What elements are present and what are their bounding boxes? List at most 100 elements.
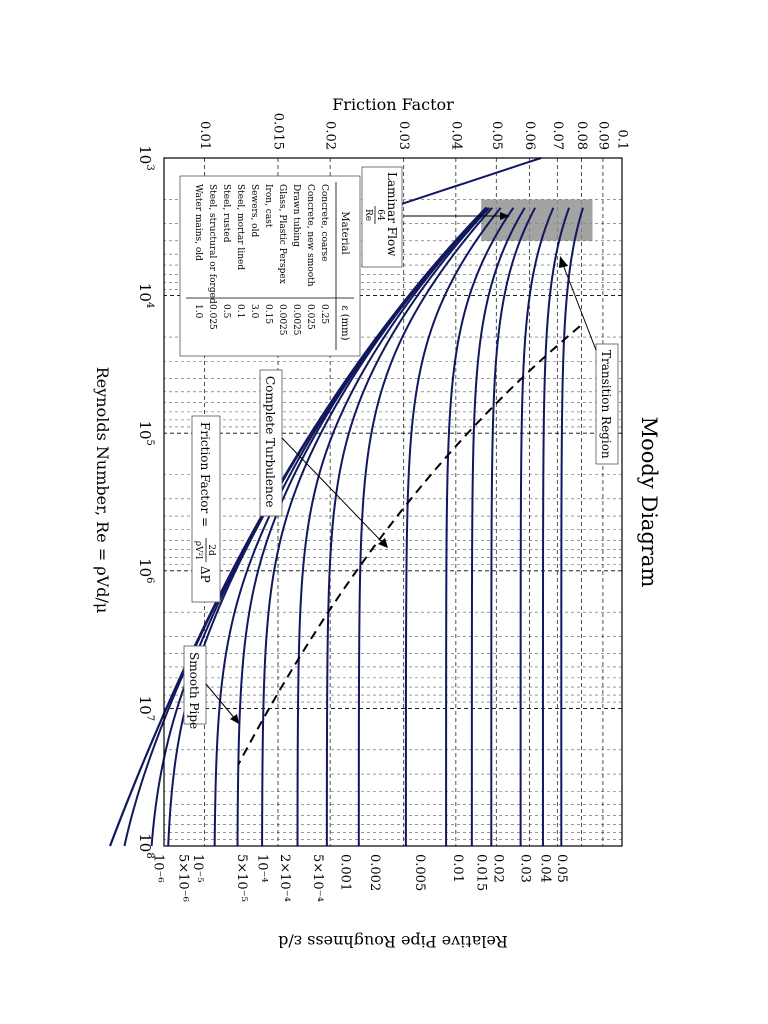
table-epsilon-cell: 0.0025 (291, 304, 301, 336)
laminar-arrow-head (500, 212, 510, 220)
roughness-tick-label: 0.04 (538, 854, 553, 883)
table-epsilon-cell: 0.1 (235, 304, 245, 318)
y-tick-labels: 0.01 0.015 0.02 0.03 0.04 0.05 0.06 0.07 0.08 0.0… (197, 113, 630, 150)
complete-turbulence-box (259, 369, 283, 517)
grid-minor (164, 199, 622, 841)
roughness-curve (404, 207, 502, 846)
roughness-tick-label: 5×10⁻⁶ (175, 854, 190, 902)
y-tick-label: 0.1 (615, 129, 630, 150)
y-tick-label: 0.07 (550, 121, 565, 150)
complete-turbulence-boundary (237, 325, 581, 765)
table-material-cell: Sewers, old (249, 184, 259, 237)
x-tick-label: 105 (136, 420, 155, 445)
smooth-pipe-box (183, 645, 207, 725)
table-header-epsilon: ε (mm) (339, 305, 350, 340)
smooth-pipe-curve (109, 207, 487, 847)
x-tick-label: 107 (136, 696, 155, 721)
transition-region-label: Transition Region (599, 350, 613, 459)
roughness-tick-label: 10⁻⁵ (190, 854, 205, 883)
roughness-tick-label: 0.005 (412, 854, 427, 891)
table-material-cell: Steel, structural or forged (207, 184, 217, 304)
roughness-curves (109, 207, 584, 847)
smooth-pipe-label: Smooth Pipe (187, 652, 201, 729)
annotations: Laminar Flow 64 Re Transition Region Com… (183, 166, 619, 729)
table-header-material: Material (339, 211, 350, 254)
y-tick-label: 0.015 (270, 113, 285, 150)
y-tick-label: 0.06 (522, 121, 537, 150)
table-material-cell: Steel, mortar lined (235, 184, 245, 270)
laminar-flow-label: Laminar Flow (385, 172, 399, 257)
roughness-curve (357, 207, 493, 846)
roughness-curve (560, 207, 584, 846)
table-epsilon-cell: 0.15 (263, 304, 273, 324)
roughness-tick-label: 10⁻⁶ (151, 854, 166, 883)
table-material-cell: Water mains, old (193, 184, 203, 261)
x-axis-label: Reynolds Number, Re = ρVd/μ (93, 367, 112, 613)
friction-factor-lhs: Friction Factor = (198, 422, 212, 527)
friction-factor-numerator: 2d (206, 544, 216, 556)
table-epsilon-cell: 0.0025 (277, 304, 287, 336)
roughness-curve (445, 207, 515, 846)
roughness-tick-labels: 0.050.04 0.03 0.020.015 0.01 0.005 0.002 0.001… (151, 854, 569, 902)
friction-factor-rhs: ΔP (198, 566, 212, 583)
x-tick-label: 103 (136, 145, 155, 170)
y-axis-label: Friction Factor (332, 95, 454, 114)
roughness-tick-label: 0.002 (367, 854, 382, 891)
y-tick-label: 0.05 (489, 121, 504, 150)
turbulence-arrow-head (378, 538, 388, 548)
transition-arrow-head (559, 256, 568, 268)
x-tick-label: 108 (136, 833, 155, 858)
roughness-tick-label: 0.02 (491, 854, 506, 883)
transition-region-annotation: Transition Region (559, 256, 619, 465)
table-epsilon-cell: 0.5 (221, 304, 231, 319)
roughness-tick-label: 2×10⁻⁴ (277, 854, 292, 902)
laminar-flow-line (389, 157, 542, 209)
table-material-cell: Steel, rusted (221, 184, 231, 243)
y-tick-label: 0.02 (323, 121, 338, 150)
laminar-formula-numerator: 64 (375, 209, 385, 221)
roughness-curve (325, 207, 490, 846)
roughness-curve (541, 207, 571, 846)
roughness-tick-label: 0.01 (450, 854, 465, 883)
transition-arrow-line (561, 261, 597, 351)
x-tick-label: 104 (136, 283, 155, 308)
x-tick-labels: 103 104 105 106 107 108 (136, 145, 155, 858)
roughness-tick-label: 5×10⁻⁵ (234, 854, 249, 902)
roughness-curve (490, 207, 536, 846)
smooth-pipe-arrow-head (230, 714, 239, 724)
table-epsilon-cell: 3.0 (249, 304, 259, 319)
complete-turbulence-label: Complete Turbulence (263, 376, 277, 508)
smooth-pipe-annotation: Smooth Pipe (183, 645, 239, 729)
roughness-tick-label: 0.03 (518, 854, 533, 883)
friction-factor-annotation: Friction Factor = 2d ρV²l ΔP (191, 415, 221, 603)
y-tick-label: 0.03 (396, 121, 411, 150)
table-epsilon-cell: 0.025 (207, 304, 217, 330)
y-tick-label: 0.01 (197, 121, 212, 150)
smooth-pipe-arrow-line (205, 683, 237, 721)
table-material-cell: Concrete, new smooth (305, 184, 315, 287)
friction-factor-box (191, 415, 221, 603)
complete-turbulence-annotation: Complete Turbulence (259, 369, 388, 548)
moody-chart: 103 104 105 106 107 108 0.01 0.015 0.02 0.03 0.04… (93, 95, 661, 951)
roughness-tick-label: 10⁻⁴ (255, 854, 270, 883)
transition-region-band (481, 199, 593, 241)
table-epsilon-cell: 0.25 (319, 304, 329, 324)
roughness-tick-label: 0.05 (554, 854, 569, 883)
material-table: Material ε (mm) Concrete, coarse0.25Conc… (179, 175, 361, 357)
plot-frame (163, 157, 623, 847)
x-tick-label: 106 (136, 558, 155, 583)
table-material-cell: Iron, cast (263, 184, 273, 228)
table-epsilon-cell: 0.025 (305, 304, 315, 330)
y-tick-label: 0.09 (595, 121, 610, 150)
y-tick-label: 0.04 (448, 121, 463, 150)
table-material-cell: Glass, Plastic Perspex (277, 184, 287, 284)
table-material-cell: Drawn tubing (291, 184, 301, 247)
y-tick-label: 0.08 (574, 121, 589, 150)
right-axis-label: Relative Pipe Roughness ε/d (278, 932, 508, 951)
roughness-tick-label: 5×10⁻⁴ (310, 854, 325, 902)
table-epsilon-cell: 1.0 (193, 304, 203, 319)
table-rows: Concrete, coarse 0.25 Concrete, new smooth… (193, 184, 329, 336)
roughness-curve (519, 207, 555, 846)
